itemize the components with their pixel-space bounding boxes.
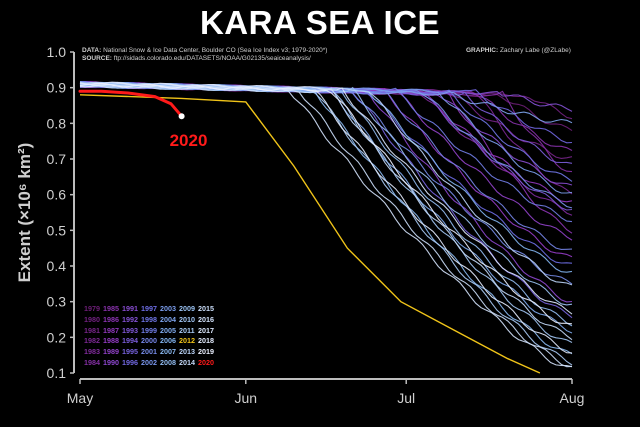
legend-year-1981: 1981 — [84, 325, 100, 335]
legend-year-1982: 1982 — [84, 336, 100, 346]
annotation-2020: 2020 — [170, 131, 208, 150]
x-tick-label: Aug — [560, 390, 585, 406]
series-line-2006 — [79, 81, 573, 273]
legend-year-1985: 1985 — [103, 304, 119, 313]
legend-year-2020: 2020 — [198, 357, 214, 367]
legend-year-2009: 2009 — [179, 304, 195, 313]
legend-year-2000: 2000 — [141, 336, 157, 346]
legend-year-1999: 1999 — [141, 325, 157, 335]
legend-year-2015: 2015 — [198, 304, 214, 313]
series-line-2019 — [79, 82, 573, 325]
legend-year-1979: 1979 — [84, 304, 100, 313]
legend-year-1992: 1992 — [122, 314, 138, 324]
graphic-credit: GRAPHIC: Zachary Labe (@ZLabe) — [466, 47, 571, 55]
graphic-credit-label: GRAPHIC: — [466, 47, 499, 54]
legend-year-1991: 1991 — [122, 304, 138, 313]
legend-row: 1980 1986 1992 1998 2004 2010 2016 — [84, 315, 217, 326]
legend-year-2013: 2013 — [179, 347, 195, 357]
2020-endpoint-dot — [178, 113, 185, 120]
series-line-1995 — [79, 82, 573, 319]
legend-year-2019: 2019 — [198, 347, 214, 357]
legend-year-2010: 2010 — [179, 314, 195, 324]
legend-row: 1982 1988 1994 2000 2006 2012 2018 — [84, 336, 217, 347]
legend-year-2002: 2002 — [141, 357, 157, 367]
data-credit-label: DATA: — [82, 47, 102, 54]
legend-year-1989: 1989 — [103, 347, 119, 357]
legend-year-1988: 1988 — [103, 336, 119, 346]
legend-year-2018: 2018 — [198, 336, 214, 346]
y-tick-label: 0.8 — [47, 115, 67, 131]
y-tick-label: 0.3 — [47, 294, 67, 310]
series-layer — [79, 80, 573, 368]
source-credit-text: ftp://sidads.colorado.edu/DATASETS/NOAA/… — [113, 55, 311, 62]
legend-year-1983: 1983 — [84, 347, 100, 357]
data-credit: DATA: National Snow & Ice Data Center, B… — [82, 47, 327, 55]
legend-year-1990: 1990 — [103, 357, 119, 367]
series-line-2016 — [79, 82, 573, 368]
legend-row: 1981 1987 1993 1999 2005 2011 2017 — [84, 326, 217, 337]
legend-year-2004: 2004 — [160, 314, 176, 324]
data-credit-text: National Snow & Ice Data Center, Boulder… — [103, 47, 328, 54]
series-line-1997 — [79, 83, 573, 264]
legend-year-1997: 1997 — [141, 304, 157, 313]
x-tick-label: Jun — [234, 390, 257, 406]
legend-row: 1983 1989 1995 2001 2007 2013 2019 — [84, 347, 217, 358]
x-tick-label: May — [67, 390, 93, 406]
legend-year-1984: 1984 — [84, 357, 100, 367]
chart-title: KARA SEA ICE — [199, 4, 441, 41]
axis-layer: 0.1 0.2 0.3 0.4 0.5 0.6 0.7 0.8 0.9 1.0 May Jun Jul A… — [15, 44, 584, 406]
y-tick-label: 0.7 — [47, 151, 67, 167]
legend-year-2001: 2001 — [141, 347, 157, 357]
y-tick-label: 1.0 — [47, 44, 67, 60]
legend-year-2006: 2006 — [160, 336, 176, 346]
year-legend: 1979 1985 1991 1997 2003 2009 2015 1980 1986 1992… — [84, 304, 217, 369]
graphic-credit-text: Zachary Labe (@ZLabe) — [499, 47, 571, 54]
legend-row: 1984 1990 1996 2002 2008 2014 2020 — [84, 358, 217, 369]
source-credit-label: SOURCE: — [82, 55, 112, 62]
y-tick-label: 0.2 — [47, 329, 67, 345]
x-tick-label: Jul — [397, 390, 415, 406]
highlight-layer: 2020 — [78, 89, 541, 374]
y-tick-label: 0.6 — [47, 187, 67, 203]
y-axis-label: Extent (×10⁶ km²) — [15, 143, 34, 283]
series-line-2015 — [79, 82, 573, 368]
legend-year-2011: 2011 — [179, 325, 195, 335]
legend-year-1996: 1996 — [122, 357, 138, 367]
legend-year-2017: 2017 — [198, 325, 214, 335]
legend-year-2003: 2003 — [160, 304, 176, 313]
legend-row: 1979 1985 1991 1997 2003 2009 2015 — [84, 304, 217, 315]
legend-year-1986: 1986 — [103, 314, 119, 324]
legend-year-1995: 1995 — [122, 347, 138, 357]
legend-year-2014: 2014 — [179, 357, 195, 367]
y-tick-label: 0.4 — [47, 258, 67, 274]
source-credit: SOURCE: ftp://sidads.colorado.edu/DATASE… — [82, 55, 311, 63]
legend-year-2012: 2012 — [179, 336, 195, 346]
legend-year-1993: 1993 — [122, 325, 138, 335]
y-tick-label: 0.5 — [47, 222, 67, 238]
y-tick-label: 0.9 — [47, 80, 67, 96]
series-line-2008 — [79, 83, 573, 327]
legend-year-1994: 1994 — [122, 336, 138, 346]
legend-year-1987: 1987 — [103, 325, 119, 335]
series-line-1998 — [79, 83, 573, 182]
series-line-2020 — [78, 89, 184, 118]
series-line-2002 — [79, 81, 573, 209]
legend-year-2016: 2016 — [198, 314, 214, 324]
legend-year-1998: 1998 — [141, 314, 157, 324]
series-line-2012 — [79, 94, 541, 374]
series-line-2009 — [79, 81, 573, 306]
series-line-2017 — [79, 81, 573, 315]
series-line-2013 — [79, 81, 573, 286]
legend-year-2005: 2005 — [160, 325, 176, 335]
series-line-2001 — [79, 83, 573, 285]
series-line-1991 — [79, 82, 573, 186]
legend-year-2007: 2007 — [160, 347, 176, 357]
legend-year-2008: 2008 — [160, 357, 176, 367]
legend-year-1980: 1980 — [84, 314, 100, 324]
y-tick-label: 0.1 — [47, 365, 67, 381]
